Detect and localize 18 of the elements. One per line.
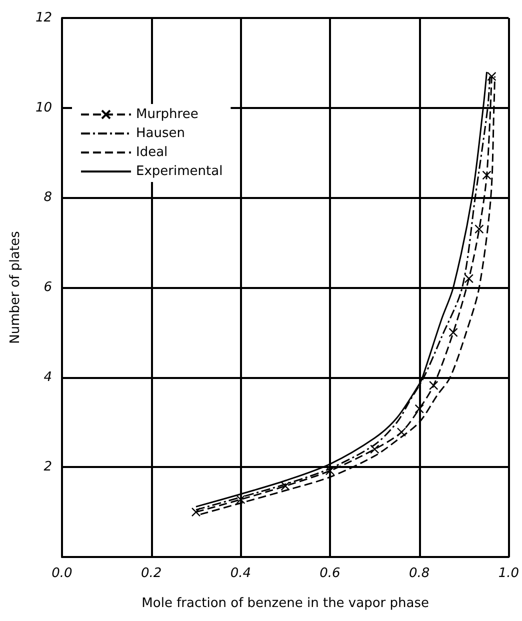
x-tick-label: 0.8 (408, 566, 430, 581)
legend-label: Ideal (136, 145, 168, 160)
legend-label: Murphree (136, 107, 198, 122)
y-tick-label: 2 (44, 460, 52, 475)
x-tick-label: 0.2 (140, 566, 162, 581)
y-axis-title: Number of plates (8, 230, 23, 344)
y-tick-label: 10 (35, 100, 52, 116)
y-tick-label: 6 (44, 280, 52, 295)
x-tick-label: 0.4 (230, 566, 252, 581)
y-tick-label: 8 (44, 190, 52, 206)
legend-label: Experimental (136, 164, 223, 179)
x-tick-label: 0.6 (320, 566, 340, 581)
y-tick-label: 12 (35, 10, 52, 26)
x-tick-label: 0.0 (52, 566, 72, 581)
y-tick-label: 4 (44, 370, 52, 385)
x-tick-label: 1.0 (498, 566, 520, 581)
legend-label: Hausen (136, 126, 185, 141)
x-axis-title: Mole fraction of benzene in the vapor phase (142, 596, 430, 611)
